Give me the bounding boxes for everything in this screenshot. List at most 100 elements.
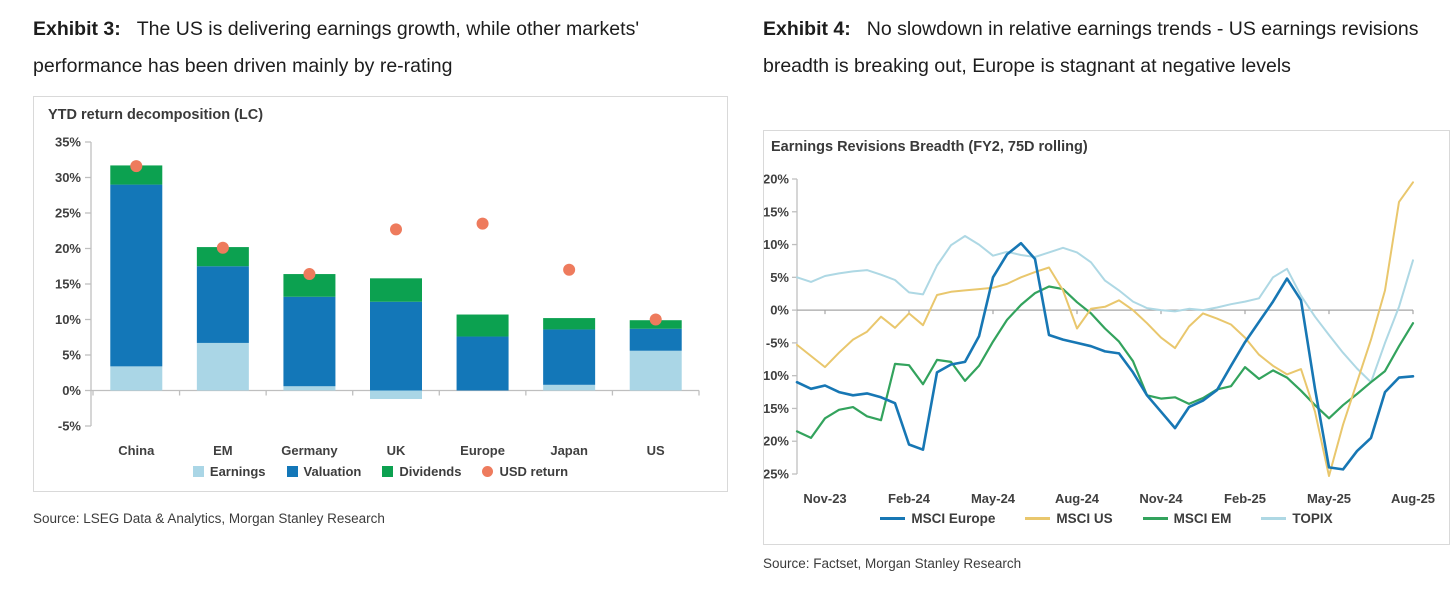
ytd-return-decomposition-chart: 35% 30% 25% 20% 15% 10% 5% 0% -5% China EM Germany U…	[33, 96, 728, 492]
category-label-US: US	[647, 443, 665, 458]
legend-swatch-Valuation	[286, 466, 298, 477]
category-label-Germany: Germany	[281, 443, 338, 458]
usd-return-dot-Japan	[563, 263, 576, 276]
y-tick-label: 5%	[62, 348, 81, 363]
y-tick-label: 35%	[55, 135, 81, 150]
x-tick-label-Aug-25: Aug-25	[1391, 491, 1435, 506]
bar-segment-Japan-Earnings	[543, 384, 596, 391]
series-line-MSCI US	[796, 181, 1414, 477]
bar-segment-Germany-Dividends	[283, 274, 336, 297]
usd-return-dot-Germany	[303, 268, 316, 281]
bar-segment-EM-Dividends	[196, 247, 249, 267]
legend-label-Dividends: Dividends	[399, 464, 462, 479]
bar-segment-China-Dividends	[110, 165, 163, 185]
earnings-revisions-breadth-chart: 20% 15% 10% 5% 0% -5% -10% -15% -20% -25% Nov-23 Fe…	[763, 130, 1450, 545]
legend-label-TOPIX: TOPIX	[1292, 511, 1333, 526]
exhibit3-label: Exhibit 3:	[33, 18, 121, 40]
bar-segment-EM-Valuation	[196, 266, 249, 343]
y-tick-label: 15%	[764, 204, 789, 219]
y-axis: 20% 15% 10% 5% 0% -5% -10% -15% -20% -25%	[764, 172, 798, 482]
exhibit4-heading: Exhibit 4: No slowdown in relative earnin…	[763, 11, 1456, 85]
usd-return-dot-EM	[216, 241, 229, 254]
bar-segment-UK-Earnings	[370, 390, 422, 400]
category-label-EM: EM	[213, 443, 233, 458]
exhibit4-label: Exhibit 4:	[763, 18, 851, 40]
legend-label-MSCI Europe: MSCI Europe	[911, 511, 996, 526]
y-tick-label: 20%	[764, 172, 789, 187]
y-tick-label: 0%	[770, 303, 789, 318]
y-tick-label: 15%	[55, 277, 81, 292]
y-tick-label: 10%	[764, 237, 789, 252]
legend-item-TOPIX: TOPIX	[1261, 511, 1333, 526]
bar-segment-UK-Valuation	[370, 301, 422, 391]
exhibit4-source: Source: Factset, Morgan Stanley Research	[763, 556, 1022, 571]
exhibit3-title-text: The US is delivering earnings growth, wh…	[33, 18, 640, 77]
legend-label-MSCI EM: MSCI EM	[1173, 511, 1232, 526]
legend-swatch-Earnings	[192, 466, 204, 477]
y-tick-label: -5%	[766, 335, 790, 350]
legend-label-MSCI US: MSCI US	[1056, 511, 1113, 526]
y-tick-label: 25%	[55, 206, 81, 221]
legend-item-MSCI US: MSCI US	[1025, 511, 1113, 526]
y-tick-label: 0%	[62, 383, 81, 398]
bar-segment-Europe-Valuation	[456, 336, 509, 391]
legend-swatch-Dividends	[382, 466, 394, 477]
category-label-China: China	[118, 443, 155, 458]
x-tick-label-Feb-25: Feb-25	[1224, 491, 1266, 506]
line-series	[795, 181, 1415, 477]
bar-segment-US-Valuation	[629, 328, 682, 351]
chart3-legend: Earnings Valuation Dividends USD return	[34, 464, 727, 479]
x-tick-label-Nov-23: Nov-23	[803, 491, 846, 506]
bar-segment-Germany-Earnings	[283, 386, 336, 391]
bar-segment-US-Earnings	[629, 350, 682, 391]
legend-item-Valuation: Valuation	[286, 464, 362, 479]
usd-return-dot-China	[130, 160, 143, 173]
legend-item-USD return: USD return	[482, 464, 568, 479]
y-tick-label: -15%	[764, 401, 789, 416]
category-label-Japan: Japan	[550, 443, 588, 458]
y-tick-label: 30%	[55, 170, 81, 185]
exhibit3-source: Source: LSEG Data & Analytics, Morgan St…	[33, 511, 385, 526]
bar-segment-China-Valuation	[110, 184, 163, 367]
category-label-Europe: Europe	[460, 443, 505, 458]
usd-return-dot-UK	[390, 223, 402, 236]
usd-return-dots	[130, 160, 662, 326]
legend-item-MSCI EM: MSCI EM	[1142, 511, 1232, 526]
chart4-title: Earnings Revisions Breadth (FY2, 75D rol…	[771, 139, 1088, 155]
legend-swatch-USD return	[482, 466, 494, 477]
y-tick-label: -20%	[764, 434, 789, 449]
chart3-title: YTD return decomposition (LC)	[48, 107, 264, 123]
legend-label-Earnings: Earnings	[209, 464, 266, 479]
exhibit3-heading: Exhibit 3: The US is delivering earnings …	[33, 11, 693, 85]
legend-swatch-MSCI Europe	[880, 517, 906, 520]
ytd-return-chart-canvas: 35% 30% 25% 20% 15% 10% 5% 0% -5% China EM Germany U…	[55, 135, 700, 458]
bar-segment-Germany-Valuation	[283, 296, 336, 387]
series-line-MSCI Europe	[795, 241, 1415, 471]
legend-item-MSCI Europe: MSCI Europe	[880, 511, 995, 526]
y-tick-label: -5%	[58, 419, 82, 434]
y-tick-label: 5%	[770, 270, 789, 285]
legend-item-Earnings: Earnings	[192, 464, 266, 479]
bar-segment-Japan-Dividends	[543, 318, 596, 330]
legend-swatch-TOPIX	[1261, 517, 1287, 520]
bar-segment-China-Earnings	[110, 366, 163, 391]
bar-series	[110, 165, 682, 400]
legend-swatch-MSCI US	[1025, 517, 1051, 520]
x-tick-label-May-25: May-25	[1307, 491, 1351, 506]
bar-segment-Japan-Valuation	[543, 329, 596, 385]
x-tick-label-Feb-24: Feb-24	[888, 491, 931, 506]
legend-label-Valuation: Valuation	[303, 464, 362, 479]
series-line-TOPIX	[796, 235, 1414, 384]
legend-item-Dividends: Dividends	[382, 464, 461, 479]
legend-label-USD return: USD return	[499, 464, 569, 479]
x-tick-label-Nov-24: Nov-24	[1139, 491, 1183, 506]
bar-segment-Europe-Dividends	[456, 314, 509, 337]
y-tick-label: -25%	[764, 467, 789, 482]
x-tick-label-May-24: May-24	[971, 491, 1016, 506]
legend-swatch-MSCI EM	[1142, 517, 1168, 520]
y-tick-label: -10%	[764, 368, 789, 383]
usd-return-dot-US	[649, 313, 662, 326]
exhibit4-title-text: No slowdown in relative earnings trends …	[763, 18, 1419, 77]
usd-return-dot-Europe	[476, 217, 489, 230]
